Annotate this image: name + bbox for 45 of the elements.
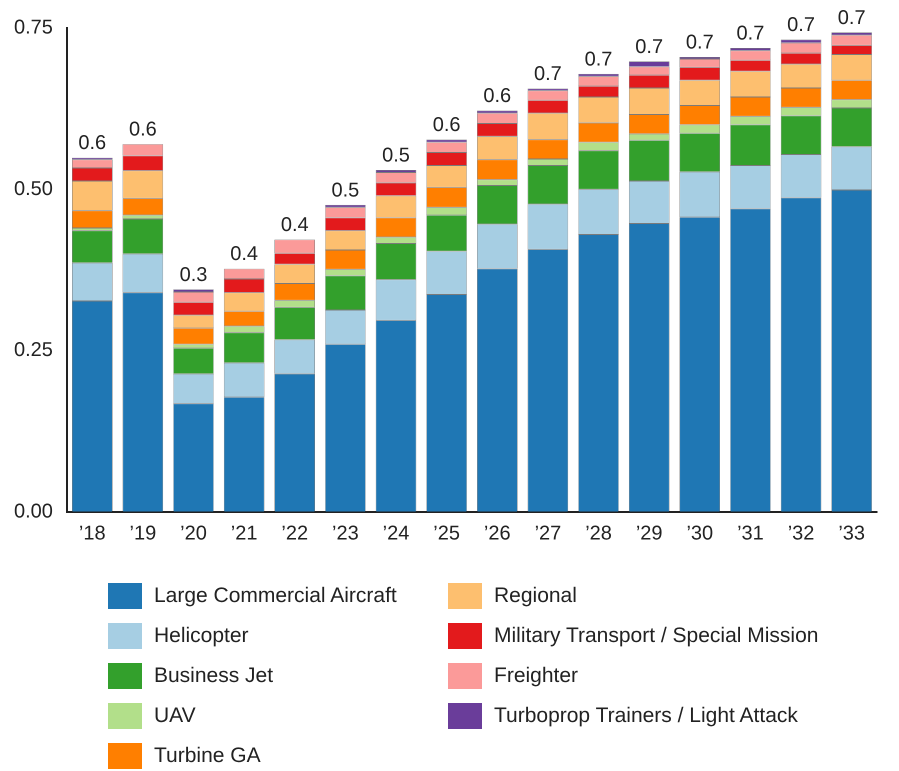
x-tick-label: ’24 xyxy=(382,522,410,545)
legend-label: UAV xyxy=(154,704,196,728)
legend-label: Business Jet xyxy=(154,664,274,688)
total-label: 0.5 xyxy=(331,179,360,202)
legend-label: Military Transport / Special Mission xyxy=(494,624,818,648)
x-tick-label: ’31 xyxy=(737,522,764,545)
y-tick-label: 0.25 xyxy=(14,339,53,362)
total-label: 0.6 xyxy=(78,132,106,154)
total-label: 0.7 xyxy=(736,22,764,45)
x-tick-label: ’28 xyxy=(585,522,612,545)
x-tick-label: ’20 xyxy=(180,522,207,545)
total-label: 0.4 xyxy=(230,243,258,266)
total-label: 0.7 xyxy=(534,63,562,86)
total-label: 0.7 xyxy=(686,32,714,54)
legend-label: Turbine GA xyxy=(154,744,261,768)
total-label: 0.7 xyxy=(787,14,815,36)
total-label: 0.6 xyxy=(483,85,512,108)
legend-label: Turboprop Trainers / Light Attack xyxy=(494,704,798,728)
legend-label: Regional xyxy=(494,584,577,608)
total-label: 0.7 xyxy=(838,7,866,30)
total-label: 0.7 xyxy=(584,48,612,70)
x-tick-label: ’32 xyxy=(788,522,814,545)
total-label: 0.6 xyxy=(432,114,461,136)
x-tick-label: ’27 xyxy=(534,522,562,545)
x-tick-label: ’23 xyxy=(332,522,359,545)
total-label: 0.3 xyxy=(180,264,208,286)
x-tick-label: ’18 xyxy=(78,522,106,545)
legend-label: Helicopter xyxy=(154,624,249,648)
legend-label: Freighter xyxy=(494,664,578,688)
x-tick-label: ’19 xyxy=(130,522,156,545)
x-tick-label: ’26 xyxy=(484,522,511,545)
y-tick-label: 0.00 xyxy=(14,500,53,523)
x-tick-label: ’25 xyxy=(433,522,460,545)
legend-label: Large Commercial Aircraft xyxy=(154,584,397,608)
x-tick-label: ’22 xyxy=(281,522,308,545)
y-tick-label: 0.50 xyxy=(14,178,53,200)
total-label: 0.5 xyxy=(382,144,410,166)
x-tick-label: ’33 xyxy=(838,522,866,545)
total-label: 0.4 xyxy=(280,214,309,236)
total-label: 0.7 xyxy=(635,36,664,58)
x-tick-label: ’21 xyxy=(230,522,258,545)
total-label: 0.6 xyxy=(128,118,157,141)
y-tick-label: 0.75 xyxy=(14,16,53,39)
x-tick-label: ’29 xyxy=(636,522,663,545)
x-tick-label: ’30 xyxy=(686,522,714,545)
